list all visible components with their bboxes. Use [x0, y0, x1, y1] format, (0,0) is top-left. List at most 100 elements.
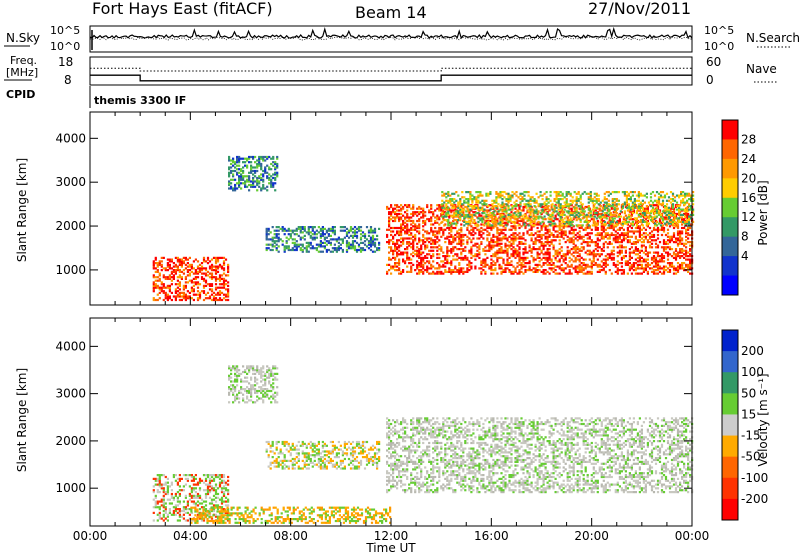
heatmap-cell	[583, 229, 585, 231]
heatmap-cell	[312, 233, 314, 235]
heatmap-cell	[430, 264, 432, 266]
heatmap-cell	[646, 205, 648, 207]
heatmap-cell	[350, 226, 352, 228]
heatmap-cell	[396, 204, 398, 206]
heatmap-cell	[274, 172, 276, 174]
heatmap-cell	[318, 244, 320, 246]
heatmap-cell	[181, 271, 183, 273]
heatmap-cell	[434, 234, 436, 236]
heatmap-cell	[592, 198, 594, 200]
heatmap-cell	[666, 214, 668, 216]
heatmap-cell	[378, 242, 380, 244]
heatmap-cell	[426, 204, 428, 206]
heatmap-cell	[476, 243, 478, 245]
heatmap-cell	[457, 195, 459, 197]
heatmap-cell	[561, 246, 563, 248]
heatmap-cell	[654, 212, 656, 214]
heatmap-cell	[344, 230, 346, 232]
heatmap-cell	[683, 227, 685, 229]
heatmap-cell	[649, 252, 651, 254]
heatmap-cell	[479, 217, 481, 219]
heatmap-cell	[546, 191, 548, 193]
heatmap-cell	[465, 202, 467, 204]
heatmap-cell	[420, 245, 422, 247]
heatmap-cell	[456, 269, 458, 271]
heatmap-cell	[510, 211, 512, 213]
heatmap-cell	[685, 246, 687, 248]
heatmap-cell	[535, 259, 537, 261]
heatmap-cell	[687, 271, 689, 273]
heatmap-cell	[685, 243, 687, 245]
heatmap-cell	[185, 276, 187, 278]
heatmap-cell	[681, 230, 683, 232]
heatmap-cell	[563, 267, 565, 269]
heatmap-cell	[522, 243, 524, 245]
heatmap-cell	[476, 246, 478, 248]
heatmap-cell	[260, 156, 262, 158]
heatmap-cell	[441, 216, 443, 218]
heatmap-cell	[520, 209, 522, 211]
heatmap-cell	[392, 266, 394, 268]
heatmap-cell	[482, 237, 484, 239]
heatmap-cell	[573, 252, 575, 254]
heatmap-cell	[422, 225, 424, 227]
heatmap-cell	[201, 273, 203, 275]
heatmap-cell	[619, 227, 621, 229]
heatmap-cell	[588, 205, 590, 207]
heatmap-cell	[422, 220, 424, 222]
heatmap-cell	[566, 191, 568, 193]
heatmap-cell	[404, 211, 406, 213]
heatmap-cell	[338, 242, 340, 244]
heatmap-cell	[609, 241, 611, 243]
heatmap-cell	[592, 209, 594, 211]
heatmap-cell	[619, 250, 621, 252]
heatmap-cell	[177, 257, 179, 259]
heatmap-cell	[396, 239, 398, 241]
heatmap-cell	[528, 191, 530, 193]
heatmap-cell	[177, 280, 179, 282]
heatmap-cell	[629, 262, 631, 264]
heatmap-cell	[583, 246, 585, 248]
heatmap-cell	[501, 191, 503, 193]
heatmap-cell	[657, 227, 659, 229]
heatmap-cell	[683, 253, 685, 255]
heatmap-cell	[618, 200, 620, 202]
heatmap-cell	[486, 257, 488, 259]
heatmap-cell	[673, 252, 675, 254]
heatmap-cell	[574, 216, 576, 218]
heatmap-cell	[601, 248, 603, 250]
heatmap-cell	[272, 182, 274, 184]
heatmap-cell	[550, 221, 552, 223]
heatmap-cell	[599, 264, 601, 266]
heatmap-cell	[510, 237, 512, 239]
heatmap-cell	[434, 230, 436, 232]
heatmap-cell	[449, 195, 451, 197]
heatmap-cell	[416, 220, 418, 222]
heatmap-cell	[673, 227, 675, 229]
heatmap-cell	[594, 203, 596, 205]
heatmap-cell	[562, 205, 564, 207]
heatmap-cell	[533, 271, 535, 273]
heatmap-cell	[630, 196, 632, 198]
heatmap-cell	[506, 248, 508, 250]
heatmap-cell	[541, 241, 543, 243]
heatmap-cell	[459, 207, 461, 209]
heatmap-cell	[550, 200, 552, 202]
heatmap-cell	[473, 214, 475, 216]
heatmap-cell	[165, 267, 167, 269]
heatmap-cell	[533, 246, 535, 248]
heatmap-cell	[478, 237, 480, 239]
heatmap-cell	[428, 218, 430, 220]
heatmap-cell	[603, 243, 605, 245]
heatmap-cell	[525, 200, 527, 202]
heatmap-cell	[495, 224, 497, 226]
heatmap-cell	[556, 202, 558, 204]
heatmap-cell	[472, 227, 474, 229]
heatmap-cell	[394, 262, 396, 264]
heatmap-cell	[493, 221, 495, 223]
heatmap-cell	[444, 255, 446, 257]
heatmap-cell	[470, 262, 472, 264]
heatmap-cell	[458, 248, 460, 250]
heatmap-cell	[414, 211, 416, 213]
heatmap-cell	[622, 191, 624, 193]
